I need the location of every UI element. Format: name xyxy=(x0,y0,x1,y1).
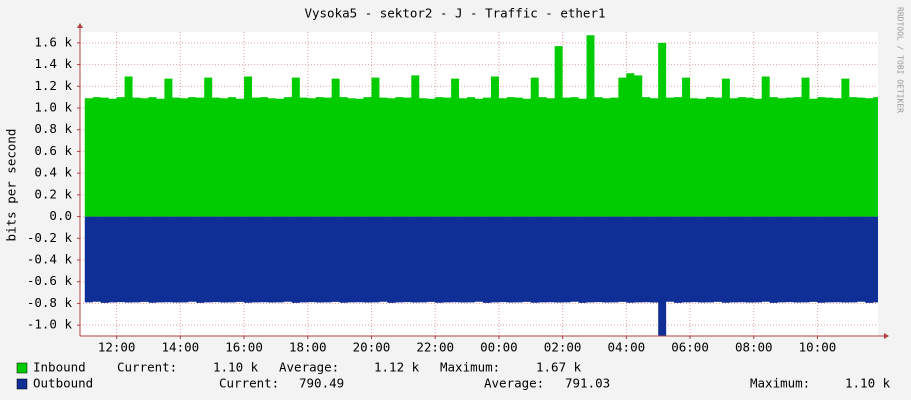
x-tick-label: 14:00 xyxy=(162,340,200,355)
legend-stat: Maximum: xyxy=(750,376,810,391)
y-tick-label: 1.6 k xyxy=(34,34,72,49)
y-tick-label: 0.2 k xyxy=(34,186,72,201)
area xyxy=(84,216,878,336)
legend-stat: 1.12 k xyxy=(374,360,420,375)
series-group xyxy=(84,35,878,336)
x-tick-label: 10:00 xyxy=(799,340,837,355)
y-tick-label: -0.2 k xyxy=(27,230,73,245)
legend-stat: 1.67 k xyxy=(536,360,582,375)
y-tick-label: -0.4 k xyxy=(27,252,73,267)
x-tick-label: 20:00 xyxy=(353,340,391,355)
legend-stat: 1.10 k xyxy=(213,360,259,375)
y-axis-label: bits per second xyxy=(4,129,19,242)
x-tick-label: 08:00 xyxy=(735,340,773,355)
x-tick-label: 02:00 xyxy=(544,340,582,355)
legend-stat: Maximum: xyxy=(440,360,500,375)
x-tick-label: 16:00 xyxy=(225,340,263,355)
y-tick-label: -0.8 k xyxy=(27,295,73,310)
y-tick-label: 0.6 k xyxy=(34,143,72,158)
y-tick-label: -1.0 k xyxy=(27,317,73,332)
legend-label: Inbound xyxy=(33,360,86,375)
y-axis-arrow xyxy=(77,23,83,28)
legend-swatch xyxy=(16,362,28,374)
legend-stat: 791.03 xyxy=(565,376,610,391)
x-tick-label: 22:00 xyxy=(416,340,454,355)
legend-stat: Average: xyxy=(279,360,339,375)
legend-label: Outbound xyxy=(33,376,93,391)
y-tick-label: 0.4 k xyxy=(34,165,72,180)
x-tick-label: 18:00 xyxy=(289,340,327,355)
legend-swatch xyxy=(16,378,28,390)
legend-stat: 1.10 k xyxy=(845,376,891,391)
y-tick-label: 1.2 k xyxy=(34,78,72,93)
y-tick-label: 0.0 xyxy=(49,208,72,223)
y-tick-label: -0.6 k xyxy=(27,273,73,288)
legend-stat: Average: xyxy=(484,376,544,391)
x-tick-label: 00:00 xyxy=(480,340,518,355)
legend-stat: 790.49 xyxy=(299,376,344,391)
x-axis-arrow xyxy=(884,333,889,339)
axes: -1.0 k -0.8 k -0.6 k -0.4 k -0.2 k 0.0 0.2 k 0.… xyxy=(27,23,889,355)
x-tick-label: 04:00 xyxy=(608,340,646,355)
y-tick-label: 1.4 k xyxy=(34,56,72,71)
y-tick-label: 1.0 k xyxy=(34,100,72,115)
legend-stat: Current: xyxy=(219,376,279,391)
y-tick-label: 0.8 k xyxy=(34,121,72,136)
x-tick-label: 06:00 xyxy=(671,340,709,355)
legend-stat: Current: xyxy=(117,360,177,375)
chart-title: Vysoka5 - sektor2 - J - Traffic - ether1 xyxy=(304,6,605,21)
x-tick-label: 12:00 xyxy=(98,340,136,355)
area xyxy=(84,35,878,217)
watermark: RRDTOOL / TOBI OETIKER xyxy=(896,7,905,113)
